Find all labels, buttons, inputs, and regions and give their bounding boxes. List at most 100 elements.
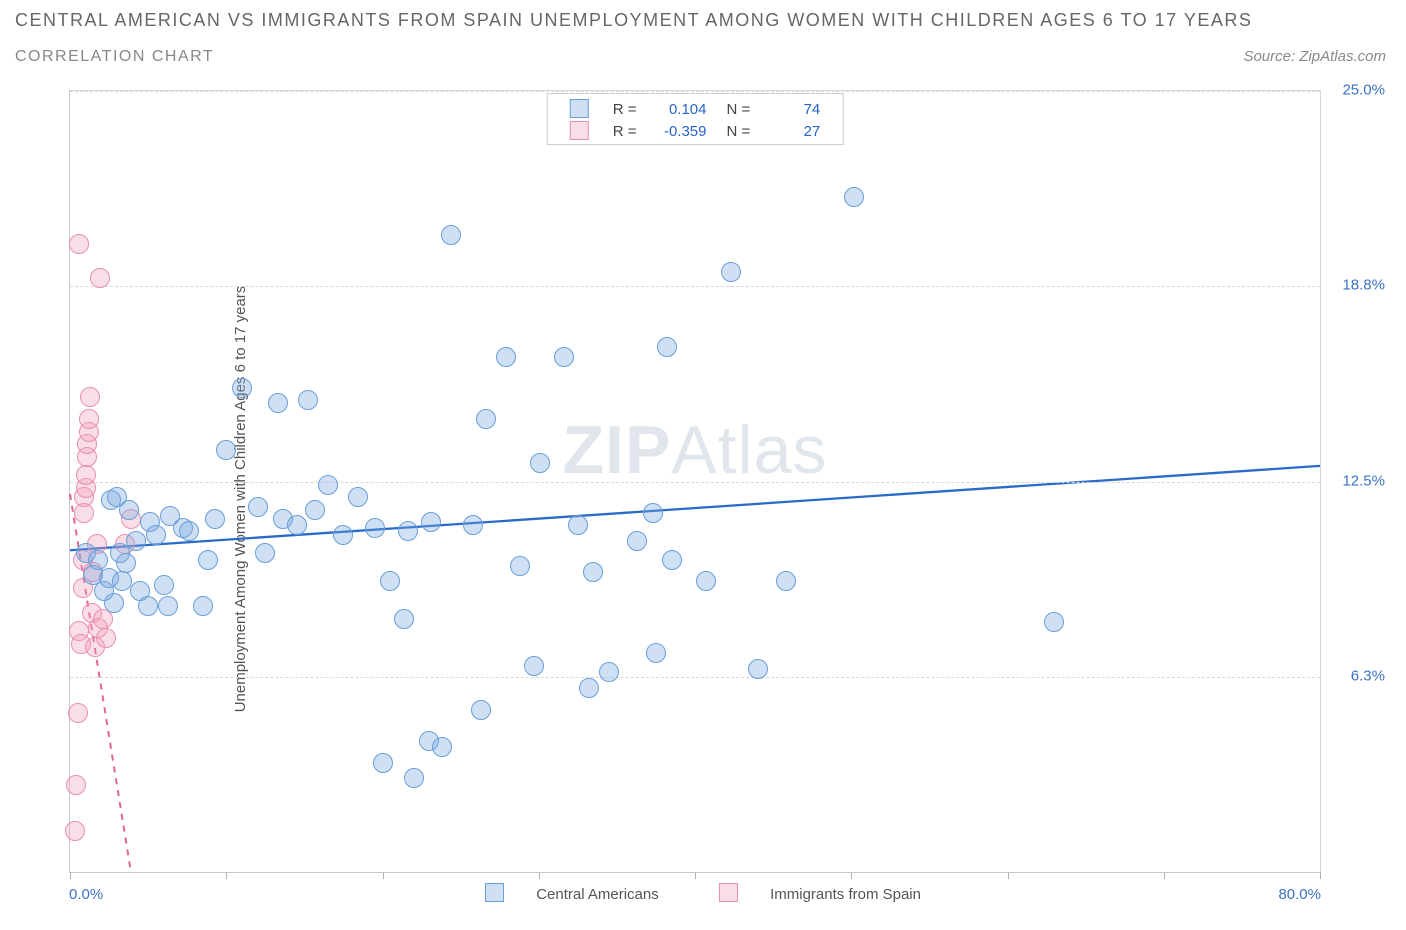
data-point-blue: [696, 571, 716, 591]
data-point-blue: [471, 700, 491, 720]
data-point-blue: [404, 768, 424, 788]
data-point-blue: [333, 525, 353, 545]
data-point-blue: [776, 571, 796, 591]
data-point-pink: [80, 387, 100, 407]
data-point-blue: [158, 596, 178, 616]
data-point-blue: [232, 378, 252, 398]
data-point-pink: [66, 775, 86, 795]
y-tick-label: 18.8%: [1342, 277, 1385, 294]
data-point-blue: [524, 656, 544, 676]
source-label: Source: ZipAtlas.com: [1243, 48, 1386, 65]
x-tick: [226, 872, 227, 879]
data-point-blue: [583, 562, 603, 582]
data-point-blue: [193, 596, 213, 616]
x-tick: [383, 872, 384, 879]
data-point-pink: [69, 234, 89, 254]
data-point-blue: [255, 543, 275, 563]
n-value-pink: 27: [760, 120, 830, 142]
correlation-legend: R = 0.104 N = 74 R = -0.359 N = 27: [547, 93, 844, 145]
data-point-blue: [365, 518, 385, 538]
x-tick: [695, 872, 696, 879]
x-tick: [1164, 872, 1165, 879]
data-point-blue: [662, 550, 682, 570]
data-point-blue: [104, 593, 124, 613]
x-axis-min-label: 0.0%: [69, 886, 103, 903]
gridline-h: [70, 286, 1320, 287]
y-tick-label: 12.5%: [1342, 472, 1385, 489]
data-point-blue: [268, 393, 288, 413]
data-point-blue: [298, 390, 318, 410]
r-value-pink: -0.359: [647, 120, 717, 142]
y-tick-label: 6.3%: [1351, 667, 1385, 684]
data-point-blue: [88, 550, 108, 570]
legend-row-blue: R = 0.104 N = 74: [560, 98, 831, 120]
chart-title: CENTRAL AMERICAN VS IMMIGRANTS FROM SPAI…: [15, 10, 1252, 31]
n-label: N =: [717, 98, 761, 120]
data-point-blue: [1044, 612, 1064, 632]
gridline-h: [70, 677, 1320, 678]
legend-label-pink: Immigrants from Spain: [770, 886, 921, 903]
data-point-blue: [248, 497, 268, 517]
data-point-blue: [476, 409, 496, 429]
y-tick-label: 25.0%: [1342, 82, 1385, 99]
swatch-blue: [570, 99, 589, 118]
data-point-blue: [398, 521, 418, 541]
data-point-blue: [119, 500, 139, 520]
legend-item-blue: Central Americans: [471, 886, 677, 903]
data-point-blue: [646, 643, 666, 663]
swatch-blue: [485, 883, 504, 902]
data-point-blue: [305, 500, 325, 520]
data-point-blue: [198, 550, 218, 570]
data-point-blue: [146, 525, 166, 545]
data-point-blue: [579, 678, 599, 698]
data-point-blue: [216, 440, 236, 460]
data-point-blue: [599, 662, 619, 682]
data-point-blue: [530, 453, 550, 473]
gridline-h: [70, 482, 1320, 483]
data-point-blue: [844, 187, 864, 207]
gridline-h: [70, 91, 1320, 92]
data-point-blue: [627, 531, 647, 551]
data-point-blue: [138, 596, 158, 616]
data-point-pink: [79, 409, 99, 429]
data-point-pink: [65, 821, 85, 841]
data-point-blue: [748, 659, 768, 679]
x-tick: [539, 872, 540, 879]
swatch-pink: [570, 121, 589, 140]
legend-row-pink: R = -0.359 N = 27: [560, 120, 831, 142]
data-point-blue: [380, 571, 400, 591]
data-point-blue: [421, 512, 441, 532]
legend-item-pink: Immigrants from Spain: [705, 886, 935, 903]
data-point-blue: [179, 521, 199, 541]
data-point-pink: [68, 703, 88, 723]
data-point-blue: [394, 609, 414, 629]
series-legend: Central Americans Immigrants from Spain: [457, 883, 949, 903]
data-point-blue: [112, 571, 132, 591]
r-label: R =: [603, 120, 647, 142]
data-point-blue: [643, 503, 663, 523]
chart-container: Unemployment Among Women with Children A…: [15, 82, 1391, 915]
n-value-blue: 74: [760, 98, 830, 120]
x-tick: [70, 872, 71, 879]
data-point-blue: [510, 556, 530, 576]
data-point-blue: [126, 531, 146, 551]
r-value-blue: 0.104: [647, 98, 717, 120]
data-point-pink: [96, 628, 116, 648]
x-tick: [1320, 872, 1321, 879]
data-point-blue: [463, 515, 483, 535]
x-tick: [1008, 872, 1009, 879]
data-point-blue: [496, 347, 516, 367]
data-point-blue: [287, 515, 307, 535]
data-point-blue: [205, 509, 225, 529]
x-tick: [851, 872, 852, 879]
data-point-blue: [432, 737, 452, 757]
data-point-blue: [568, 515, 588, 535]
swatch-pink: [719, 883, 738, 902]
chart-subtitle: CORRELATION CHART: [15, 48, 214, 66]
legend-label-blue: Central Americans: [536, 886, 659, 903]
data-point-blue: [441, 225, 461, 245]
data-point-blue: [348, 487, 368, 507]
data-point-blue: [154, 575, 174, 595]
scatter-plot-area: ZIPAtlas R = 0.104 N = 74 R = -0.359 N =…: [69, 90, 1321, 873]
data-point-blue: [318, 475, 338, 495]
